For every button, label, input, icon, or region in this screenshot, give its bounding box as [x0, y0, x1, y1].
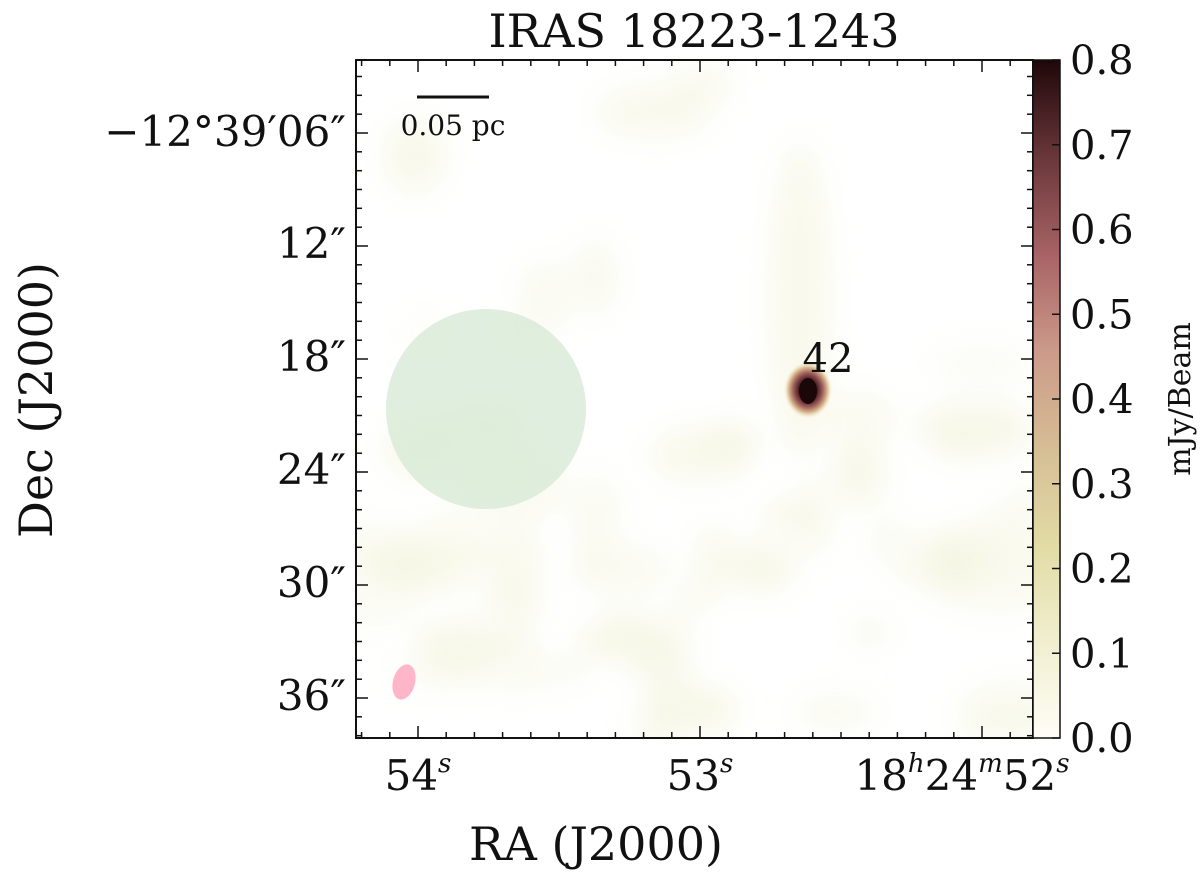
y-tick-label: −12°39′06″ — [104, 107, 346, 156]
emission-blob — [942, 430, 981, 461]
colorbar-ticks: 0.0 0.1 0.2 0.3 0.4 0.5 0.6 0.7 0.8 — [1052, 38, 1134, 762]
emission-blob — [572, 240, 617, 316]
emission-blob — [848, 615, 891, 649]
source-42-core — [799, 378, 817, 404]
x-tick-label: 54s — [385, 749, 452, 800]
chart-title: IRAS 18223-1243 — [488, 4, 899, 58]
colorbar-tick-label: 0.7 — [1070, 123, 1134, 169]
emission-blob — [957, 683, 1033, 738]
emission-blob — [712, 422, 754, 467]
emission-blob — [928, 341, 1033, 389]
emission-blob — [662, 424, 719, 474]
emission-blob — [831, 440, 887, 507]
colorbar-tick-label: 0.8 — [1070, 38, 1134, 84]
beam-ellipse — [392, 664, 416, 700]
circle-region — [386, 309, 586, 509]
emission-blob — [631, 620, 692, 697]
emission-blob — [936, 528, 971, 571]
emission-blob — [484, 524, 543, 599]
y-tick-label: 30″ — [277, 558, 346, 607]
y-tick-label: 24″ — [277, 445, 346, 494]
x-tick-label: 18h24m52s — [854, 749, 1069, 800]
colorbar-tick-label: 0.3 — [1070, 462, 1134, 508]
colorbar-tick-label: 0.6 — [1070, 208, 1134, 254]
emission-blob — [820, 389, 898, 446]
y-tick-label: 18″ — [277, 332, 346, 381]
emission-blob — [693, 524, 734, 599]
emission-blob — [489, 675, 535, 698]
emission-blob — [503, 659, 594, 684]
x-axis-label: RA (J2000) — [469, 817, 723, 871]
source-42-label: 42 — [803, 336, 854, 382]
emission-blob — [1004, 476, 1033, 537]
emission-blob — [414, 618, 507, 679]
x-tick-labels: 54s 53s 18h24m52s — [385, 749, 1070, 800]
emission-blob — [667, 586, 709, 622]
colorbar-tick-label: 0.0 — [1070, 716, 1134, 762]
emission-blob — [730, 540, 795, 594]
emission-blob — [595, 84, 713, 138]
x-tick-label: 53s — [667, 749, 734, 800]
colorbar-tick-label: 0.4 — [1070, 377, 1134, 423]
emission-blob — [757, 502, 820, 527]
colorbar-tick-label: 0.5 — [1070, 292, 1134, 338]
emission-blob — [962, 591, 1030, 617]
plot-area — [356, 60, 1033, 738]
emission-blob — [648, 685, 740, 734]
axis-ticks — [356, 60, 1033, 738]
colorbar-tick-label: 0.1 — [1070, 631, 1134, 677]
colorbar-label: mJy/Beam — [1163, 322, 1198, 476]
emission-blob — [671, 68, 737, 100]
emission-blob — [600, 602, 647, 644]
colorbar: 0.0 0.1 0.2 0.3 0.4 0.5 0.6 0.7 0.8 mJy/Beam — [1032, 38, 1198, 762]
emission-blob — [519, 261, 571, 326]
emission-blob — [405, 511, 489, 590]
y-axis-label: Dec (J2000) — [9, 262, 63, 538]
emission-blob — [793, 692, 879, 732]
y-tick-label: 36″ — [277, 671, 346, 720]
y-tick-label: 12″ — [277, 219, 346, 268]
emission-blob — [863, 512, 919, 568]
emission-blob — [383, 118, 447, 194]
emission-blob — [570, 543, 672, 595]
scale-bar-label: 0.05 pc — [401, 109, 506, 142]
colorbar-tick-label: 0.2 — [1070, 547, 1134, 593]
y-tick-labels: −12°39′06″ 12″ 18″ 24″ 30″ 36″ — [104, 107, 346, 720]
emission-blob — [568, 469, 626, 537]
